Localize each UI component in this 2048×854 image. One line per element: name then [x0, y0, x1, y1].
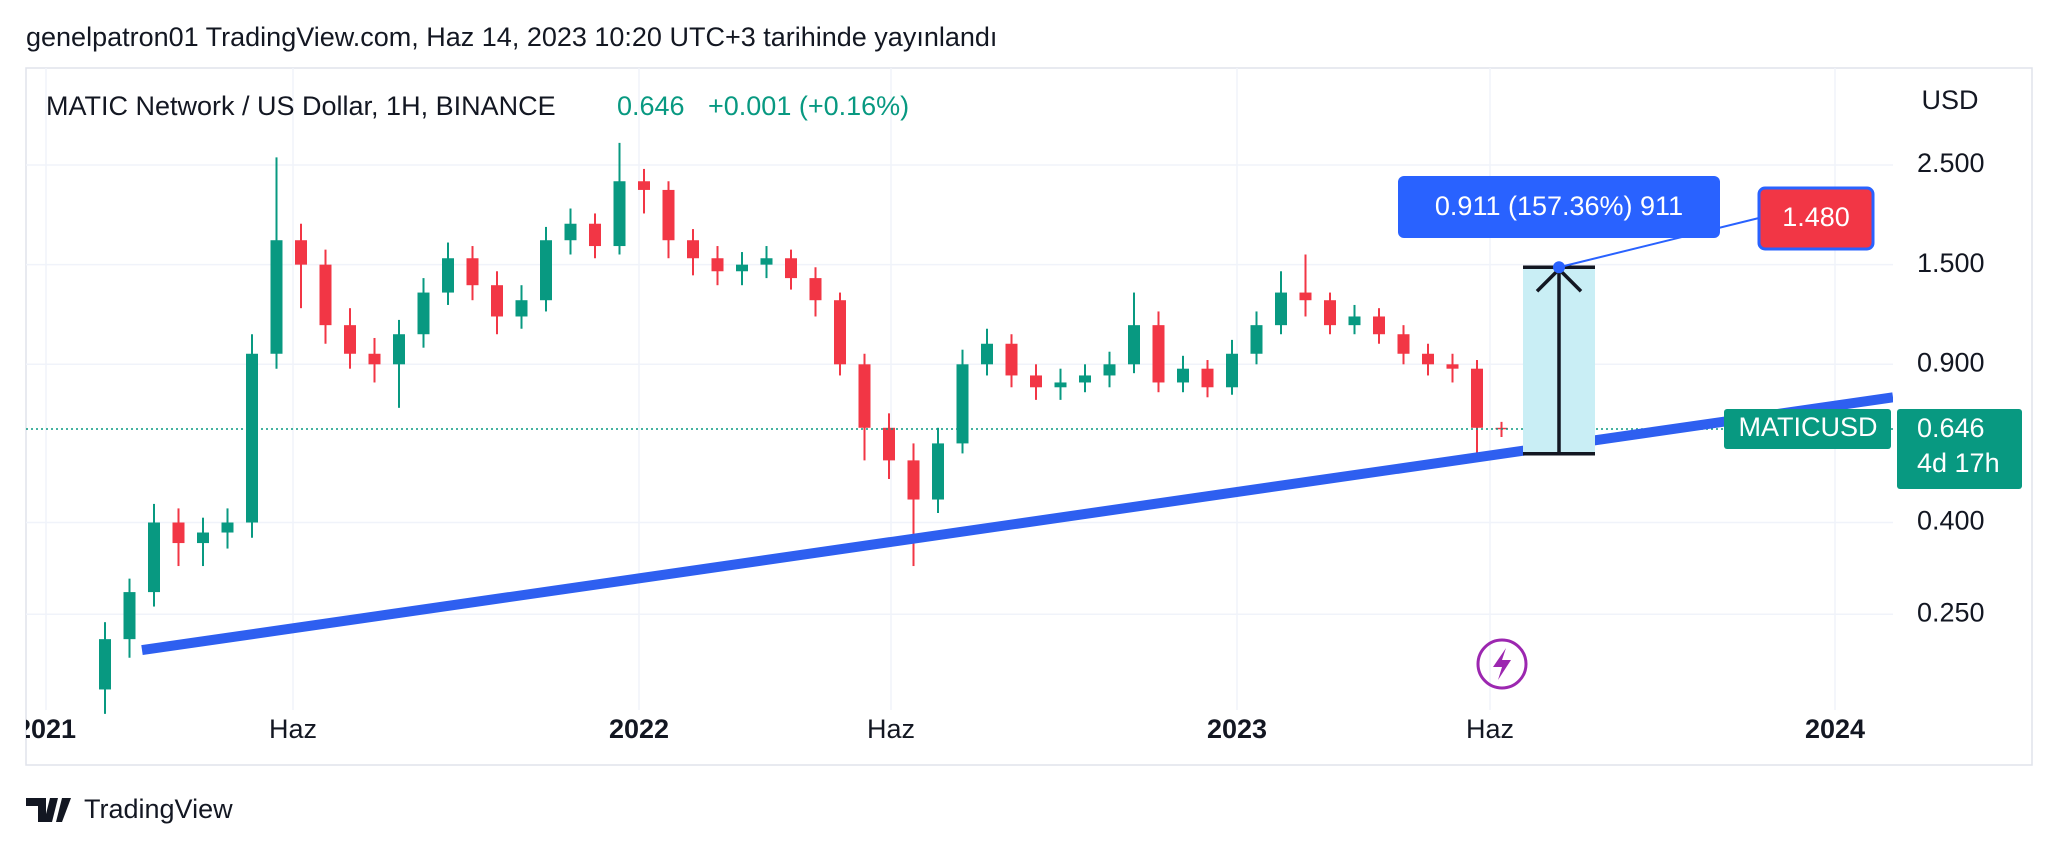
overlay: 0.250 0.400 0.900 1.500 2.500 0.911 (157.36%)…: [1398, 148, 2022, 690]
measure-dot: [1553, 261, 1565, 274]
candle-body: [1446, 364, 1459, 369]
candle-body: [1299, 292, 1312, 301]
candle-body: [1275, 292, 1287, 326]
candle-body: [956, 364, 969, 444]
candle-body: [197, 532, 209, 544]
candle-body: [1079, 375, 1091, 383]
candle-body: [1373, 316, 1385, 335]
candle-body: [981, 343, 993, 365]
candle-body: [564, 223, 577, 241]
candle-body: [1348, 316, 1361, 326]
candle-body: [1152, 325, 1165, 383]
candle-body: [736, 264, 748, 272]
target-label: 1.480: [1782, 202, 1850, 232]
candle-body: [368, 353, 381, 365]
candle-body: [638, 181, 650, 190]
candle-body: [1030, 375, 1042, 388]
candle-body: [589, 223, 601, 247]
countdown: 4d 17h: [1917, 448, 2000, 478]
candle-body: [515, 300, 528, 317]
currency: USD: [1921, 85, 1978, 115]
candle-body: [491, 285, 503, 317]
candle-body: [1471, 368, 1483, 428]
symbol-tag: MATICUSD: [1739, 412, 1878, 442]
price-tag-bg: [1897, 408, 2022, 489]
candle-body: [295, 240, 307, 265]
y-tick-label: 1.500: [1917, 248, 1985, 278]
candle-body: [1005, 343, 1018, 376]
candle-body: [711, 258, 724, 272]
candle-body: [417, 292, 430, 335]
x-tick-label: 2024: [1805, 714, 1865, 744]
x-tick-label: 2023: [1207, 714, 1267, 744]
y-tick-label: 0.400: [1917, 506, 1985, 536]
candle-body: [907, 460, 920, 500]
candle-body: [1324, 300, 1336, 326]
x-tick-label: 2021: [16, 714, 76, 744]
candle-body: [1054, 382, 1067, 388]
candle-body: [883, 427, 895, 461]
candle-body: [99, 639, 111, 690]
candle-body: [148, 522, 160, 593]
last-price: 0.646: [617, 91, 685, 121]
candle-body: [270, 240, 283, 354]
candle-body: [1177, 368, 1189, 383]
published-note: genelpatron01 TradingView.com, Haz 14, 2…: [26, 22, 997, 52]
candle-body: [932, 443, 944, 500]
lightning-icon: [1476, 638, 1528, 690]
y-tick-label: 0.250: [1917, 597, 1985, 627]
candle-body: [344, 325, 356, 354]
candle-body: [858, 364, 871, 428]
trend-line: [141, 392, 1893, 656]
candle-body: [1422, 353, 1434, 365]
x-tick-label: Haz: [269, 714, 317, 744]
brand: TradingView: [84, 794, 233, 824]
candle-body: [785, 258, 797, 279]
target-bg: [1757, 186, 1875, 251]
candle-body: [662, 189, 675, 241]
symbol-tag-bg: [1724, 408, 1891, 449]
candle-body: [246, 353, 258, 523]
y-tick-label: 0.900: [1917, 347, 1985, 377]
candle-body: [687, 240, 699, 259]
price-change: +0.001 (+0.16%): [708, 91, 909, 121]
candle-body: [1128, 325, 1140, 365]
x-tick-label: Haz: [1466, 714, 1514, 744]
candle-body: [221, 522, 234, 533]
plot-area: 2021 Haz 2022 Haz 2023 Haz 2024: [16, 68, 1893, 744]
measure-label: 0.911 (157.36%) 911: [1435, 191, 1683, 221]
candle-body: [613, 181, 626, 247]
candle-body: [1226, 353, 1238, 388]
measure-label-bg: [1398, 176, 1720, 238]
x-tick-label: Haz: [867, 714, 915, 744]
tradingview-logo: [26, 798, 71, 822]
candle-body: [1397, 334, 1410, 354]
measure-link: [1558, 217, 1760, 269]
price-tag: 0.646: [1917, 413, 1985, 443]
x-tick-label: 2022: [609, 714, 669, 744]
candle-body: [442, 258, 454, 293]
symbol-title: MATIC Network / US Dollar, 1H, BINANCE: [46, 91, 556, 121]
candle-body: [319, 264, 332, 326]
lightning-bolt: [1493, 648, 1511, 680]
candle-body: [809, 278, 822, 301]
candle-body: [1103, 364, 1116, 376]
candle-body: [1201, 368, 1214, 388]
candle-body: [1250, 325, 1263, 354]
candle-body: [393, 334, 405, 365]
y-tick-label: 2.500: [1917, 148, 1985, 178]
candle-body: [760, 258, 773, 265]
candle-body: [172, 522, 185, 544]
candle-body: [540, 240, 552, 301]
chart-frame: [25, 67, 2033, 766]
candle-body: [466, 258, 479, 286]
candle-body: [834, 300, 846, 365]
candle-body: [123, 592, 136, 640]
